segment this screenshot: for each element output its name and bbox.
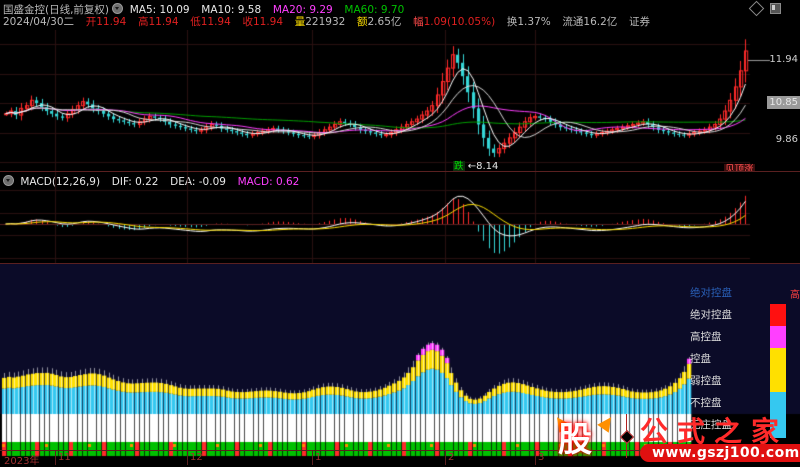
low-value: 11.94 xyxy=(200,16,231,28)
close-value: 11.94 xyxy=(252,16,284,28)
change-value: 1.09(10.05%) xyxy=(423,16,496,28)
watermark-logo: 股 xyxy=(558,420,592,460)
open-label: 开 xyxy=(85,16,97,28)
current-price-badge: 10.85 xyxy=(767,96,800,109)
watermark-brand: 公式之家 xyxy=(640,415,789,448)
macd-panel: MACD(12,26,9) DIF: 0.22 DEA: -0.09 MACD:… xyxy=(0,172,800,264)
panel-divider-2 xyxy=(0,263,800,264)
x-tick-5 xyxy=(535,451,536,465)
restore-icon[interactable] xyxy=(770,3,781,14)
amount-label: 额 xyxy=(357,16,368,28)
stock-title[interactable]: 国盛金控(日线,前复权) xyxy=(3,4,110,16)
legend-color-bar xyxy=(770,282,786,438)
sector-value: 证券 xyxy=(629,16,650,28)
x-tick-4 xyxy=(445,451,446,465)
legend-item-nodealer: 无庄控盘 xyxy=(690,419,732,431)
x-tick-2 xyxy=(187,451,188,465)
volume-label: 量 xyxy=(294,16,306,28)
x-tick-1 xyxy=(55,451,56,465)
x-label-4: 2 xyxy=(448,452,455,463)
main-retail-panel: 主力与散户 主力控盘: 68.10 获利盘: 99.91 获利盘比例差 3.77… xyxy=(0,264,800,465)
ma5-label: MA5: xyxy=(129,4,157,16)
low-annotation: 跌 ←8.14 xyxy=(453,158,498,172)
price-canvas[interactable] xyxy=(0,30,800,172)
legend-swatch-none xyxy=(770,392,786,438)
price-axis-top: 11.94 xyxy=(769,54,798,65)
high-value: 11.94 xyxy=(148,16,179,28)
ma10-value: 9.58 xyxy=(237,4,262,16)
macd-canvas[interactable] xyxy=(0,172,800,264)
header-line-1: 国盛金控(日线,前复权) MA5: 10.09 MA10: 9.58 MA20:… xyxy=(3,2,404,16)
main-canvas[interactable] xyxy=(0,264,800,465)
top-signal-annotation: 见顶涨 xyxy=(724,161,755,175)
watermark: 股 公式之家 www.gszj100.com xyxy=(540,408,800,465)
change-label: 幅 xyxy=(413,16,424,28)
ma60-value: 9.70 xyxy=(380,4,405,16)
chevron-down-circle-icon[interactable] xyxy=(112,3,124,14)
quote-date: 2024/04/30二 xyxy=(3,16,75,28)
turnover-value: 1.37% xyxy=(517,16,551,28)
bull-horn-right-icon xyxy=(597,413,617,433)
x-label-3: 1 xyxy=(315,452,322,463)
legend-swatch-control xyxy=(770,348,786,370)
legend-swatch-absolute xyxy=(770,304,786,326)
x-axis: 2023年 11 12 1 2 3 xyxy=(0,450,800,467)
legend-item-absolute: 绝对控盘 xyxy=(690,309,732,321)
price-candlestick-panel: 11.94 10.85 9.86 跌 ←8.14 见顶涨 xyxy=(0,30,800,175)
x-tick-3 xyxy=(312,451,313,465)
control-legend: 绝对控盘 绝对控盘 高控盘 控盘 弱控盘 不控盘 无庄控盘 xyxy=(690,282,754,436)
ma10-label: MA10: xyxy=(201,4,235,16)
watermark-diamond-icon xyxy=(619,429,635,445)
low-value-text: ←8.14 xyxy=(467,161,499,172)
low-tag: 跌 xyxy=(453,161,465,172)
watermark-url[interactable]: www.gszj100.com xyxy=(640,444,800,462)
legend-swatch-high xyxy=(770,326,786,348)
diamond-icon[interactable] xyxy=(748,0,765,17)
quote-header: 国盛金控(日线,前复权) MA5: 10.09 MA10: 9.58 MA20:… xyxy=(0,0,800,30)
x-label-1: 11 xyxy=(58,452,71,463)
legend-swatch-weak xyxy=(770,370,786,392)
high-label: 高 xyxy=(137,16,149,28)
ma5-value: 10.09 xyxy=(159,4,190,16)
top-signal-tag: 见顶涨 xyxy=(724,164,755,175)
x-label-0: 2023年 xyxy=(4,456,40,467)
turnover-label: 换 xyxy=(506,16,518,28)
legend-top-label: 高 xyxy=(790,290,800,301)
amount-value: 2.65亿 xyxy=(367,16,402,28)
close-label: 收 xyxy=(242,16,253,28)
panel-divider-1 xyxy=(0,171,800,172)
legend-item-weak: 弱控盘 xyxy=(690,375,722,387)
ma20-value: 9.29 xyxy=(309,4,333,16)
legend-item-high: 高控盘 xyxy=(690,331,722,343)
open-value: 11.94 xyxy=(96,16,127,28)
low-label: 低 xyxy=(190,16,201,28)
x-label-5: 3 xyxy=(538,452,545,463)
x-label-2: 12 xyxy=(190,452,203,463)
float-value: 16.2亿 xyxy=(583,16,618,28)
float-label: 流通 xyxy=(562,16,584,28)
header-line-2: 2024/04/30二 开11.94 高11.94 低11.94 收11.94 … xyxy=(3,16,650,28)
ma20-label: MA20: xyxy=(272,4,306,16)
legend-item-control: 控盘 xyxy=(690,353,711,365)
volume-value: 221932 xyxy=(305,16,346,28)
legend-item-title: 绝对控盘 xyxy=(690,287,732,299)
ma60-label: MA60: xyxy=(344,4,378,16)
legend-item-none: 不控盘 xyxy=(690,397,722,409)
price-axis-bottom: 9.86 xyxy=(775,134,798,145)
